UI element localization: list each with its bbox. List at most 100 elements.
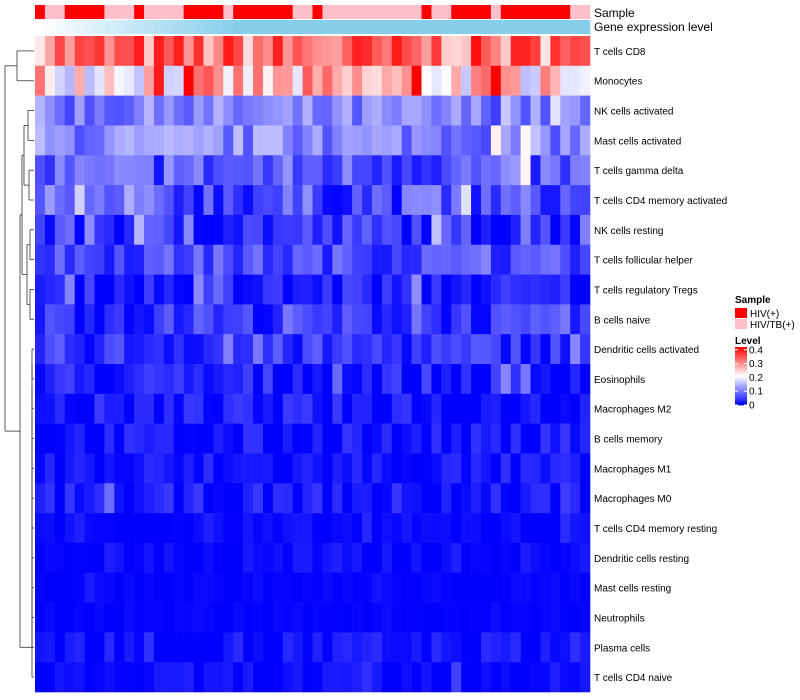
heatmap-cell: [490, 423, 502, 454]
heatmap-cell: [431, 542, 442, 574]
heatmap-cell: [461, 483, 472, 514]
heatmap-cell: [272, 423, 284, 454]
heatmap-cell: [203, 662, 214, 693]
heatmap-cell: [213, 185, 224, 216]
sample-annotation-cell: [431, 5, 442, 19]
heatmap-cell: [471, 95, 482, 126]
heatmap-cell: [471, 542, 482, 574]
row-labels: T cells CD8 Monocytes NK cells activated Ma…: [594, 47, 727, 684]
expression-level-annotation-cell: [480, 20, 492, 34]
heatmap-cell: [302, 423, 313, 454]
heatmap-cell: [570, 244, 581, 275]
heatmap-cell: [471, 483, 482, 514]
heatmap-cell: [173, 423, 184, 454]
heatmap-cell: [183, 453, 194, 484]
heatmap-cell: [480, 334, 492, 365]
sample-annotation-cell: [490, 5, 502, 19]
heatmap-cell: [500, 453, 512, 484]
heatmap-cell: [530, 334, 541, 365]
heatmap-cell: [193, 125, 204, 156]
heatmap-cell: [371, 36, 383, 67]
heatmap-cell: [332, 572, 343, 603]
heatmap-cell: [292, 364, 303, 395]
heatmap-cell: [44, 185, 56, 216]
heatmap-cell: [243, 542, 254, 574]
heatmap-cell: [381, 304, 393, 335]
heatmap-cell: [54, 304, 66, 335]
heatmap-cell: [282, 423, 293, 454]
sample-annotation-cell: [272, 5, 284, 19]
heatmap-cell: [560, 185, 571, 216]
heatmap-cell: [193, 304, 204, 335]
expression-level-annotation-cell: [530, 20, 541, 34]
heatmap-cell: [530, 36, 541, 67]
heatmap-cell: [282, 542, 293, 574]
heatmap-cell: [193, 602, 204, 633]
colorbar-segment: [735, 384, 747, 387]
heatmap-cell: [134, 334, 145, 365]
heatmap-cell: [421, 483, 432, 514]
heatmap-cell: [292, 572, 303, 603]
heatmap-cell: [64, 155, 75, 186]
heatmap-cell: [401, 185, 412, 216]
heatmap-cell: [431, 244, 442, 275]
heatmap-cells: [35, 36, 591, 693]
heatmap-cell: [580, 602, 591, 633]
heatmap-cell: [223, 453, 234, 484]
heatmap-cell: [203, 364, 214, 395]
heatmap-cell: [312, 572, 323, 603]
heatmap-cell: [381, 393, 393, 424]
heatmap-cell: [510, 155, 521, 186]
colorbar-segment: [735, 378, 747, 381]
heatmap-cell: [124, 214, 135, 246]
heatmap-cell: [144, 393, 155, 424]
heatmap-cell: [163, 572, 175, 603]
heatmap-cell: [510, 364, 521, 395]
heatmap-cell: [342, 65, 353, 96]
sample-annotation-cell: [94, 5, 105, 19]
heatmap-cell: [213, 304, 224, 335]
heatmap-cell: [362, 334, 373, 365]
heatmap-cell: [461, 125, 472, 156]
heatmap-cell: [431, 185, 442, 216]
sample-annotation-cell: [352, 5, 363, 19]
heatmap-cell: [104, 95, 115, 126]
heatmap-cell: [322, 125, 333, 156]
colorbar-segment: [735, 377, 747, 380]
heatmap-cell: [282, 513, 293, 544]
heatmap-cell: [371, 304, 383, 335]
colorbar-segment: [735, 390, 747, 393]
heatmap-cell: [322, 483, 333, 514]
heatmap-cell: [134, 393, 145, 424]
expression-level-annotation-cell: [441, 20, 452, 34]
heatmap-cell: [262, 274, 274, 305]
heatmap-cell: [520, 274, 531, 305]
heatmap-cell: [362, 125, 373, 156]
heatmap-cell: [500, 36, 512, 67]
heatmap-cell: [282, 155, 293, 186]
heatmap-cell: [54, 542, 66, 574]
heatmap-cell: [520, 513, 531, 544]
colorbar-segment: [735, 358, 747, 361]
heatmap-cell: [203, 632, 214, 663]
heatmap-cell: [441, 632, 452, 663]
heatmap-cell: [94, 662, 105, 693]
heatmap-cell: [302, 185, 313, 216]
heatmap-cell: [560, 513, 571, 544]
heatmap-cell: [342, 334, 353, 365]
heatmap-cell: [104, 602, 115, 633]
heatmap-cell: [520, 214, 531, 246]
heatmap-cell: [282, 125, 293, 156]
heatmap-cell: [352, 274, 363, 305]
heatmap-cell: [124, 602, 135, 633]
heatmap-cell: [44, 214, 56, 246]
sample-annotation-cell: [54, 5, 66, 19]
heatmap-cell: [114, 274, 125, 305]
heatmap-cell: [352, 36, 363, 67]
heatmap-cell: [253, 334, 264, 365]
row-label: Macrophages M0: [594, 494, 672, 505]
sample-annotation-cell: [520, 5, 531, 19]
heatmap-cell: [431, 95, 442, 126]
heatmap-cell: [144, 423, 155, 454]
heatmap-cell: [560, 125, 571, 156]
